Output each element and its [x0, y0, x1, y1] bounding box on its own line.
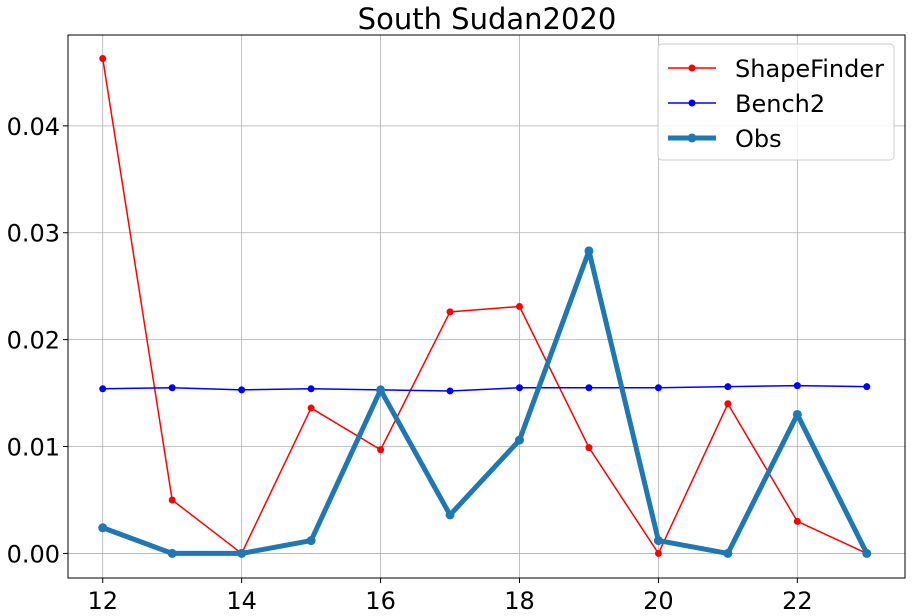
series-line-bench2 — [101, 384, 868, 392]
data-point-bench2 — [515, 384, 523, 392]
data-point-obs — [306, 536, 316, 546]
data-point-bench2 — [168, 384, 176, 392]
data-point-bench2 — [654, 384, 662, 392]
series-bench2 — [99, 382, 871, 395]
data-point-shapefinder — [515, 303, 523, 310]
series-line-obs — [100, 248, 870, 556]
x-tick-label: 14 — [226, 587, 257, 615]
data-point-bench2 — [446, 387, 454, 395]
data-point-bench2 — [99, 385, 107, 393]
series-obs — [98, 246, 872, 558]
data-point-shapefinder — [99, 55, 107, 63]
data-point-shapefinder — [377, 446, 385, 454]
data-point-bench2 — [307, 385, 315, 393]
series-line-shapefinder — [101, 57, 868, 555]
y-tick-label: 0.01 — [7, 434, 60, 462]
series-shapefinder — [99, 55, 871, 557]
data-point-obs — [445, 510, 455, 520]
data-point-shapefinder — [585, 444, 593, 452]
legend-label-bench2: Bench2 — [735, 90, 825, 118]
x-tick-label: 22 — [782, 587, 813, 615]
legend-label-shapefinder: ShapeFinder — [735, 55, 884, 83]
x-tick-label: 20 — [643, 587, 674, 615]
data-point-bench2 — [863, 383, 871, 391]
data-point-bench2 — [238, 386, 246, 394]
plot-frame — [67, 34, 906, 579]
data-point-shapefinder — [307, 404, 315, 412]
y-tick-label: 0.00 — [7, 540, 60, 568]
data-point-bench2 — [585, 384, 593, 392]
y-tick-label: 0.04 — [7, 113, 60, 141]
data-point-bench2 — [724, 383, 732, 391]
legend-marker-shapefinder — [688, 64, 696, 72]
x-tick-label: 18 — [504, 587, 535, 615]
axis-ticks: 12 14 16 18 20 22 0.00 0.01 0.02 0.03 0.04 — [7, 113, 813, 615]
x-tick-label: 16 — [365, 587, 396, 615]
legend-box — [657, 43, 895, 161]
data-point-obs — [98, 523, 108, 533]
data-point-obs — [862, 548, 872, 558]
data-point-obs — [584, 246, 594, 256]
data-point-shapefinder — [654, 549, 662, 557]
chart-title: South Sudan2020 — [358, 2, 617, 36]
y-tick-label: 0.02 — [7, 327, 60, 355]
y-tick-label: 0.03 — [7, 220, 60, 248]
legend-label-obs: Obs — [735, 125, 782, 153]
legend-marker-obs — [687, 133, 697, 143]
data-point-obs — [792, 409, 802, 419]
data-point-shapefinder — [724, 400, 732, 408]
legend-marker-bench2 — [688, 99, 696, 107]
data-point-obs — [376, 385, 386, 395]
data-point-bench2 — [793, 382, 801, 390]
data-point-shapefinder — [168, 496, 176, 504]
data-point-shapefinder — [446, 308, 454, 316]
series-layer — [98, 55, 872, 558]
data-point-obs — [723, 548, 733, 558]
data-point-obs — [514, 435, 524, 445]
data-point-obs — [237, 548, 247, 558]
legend: ShapeFinder Bench2 Obs — [657, 43, 895, 161]
data-point-shapefinder — [793, 517, 801, 525]
data-point-obs — [653, 536, 663, 546]
data-point-obs — [167, 548, 177, 558]
x-tick-label: 12 — [87, 587, 118, 615]
